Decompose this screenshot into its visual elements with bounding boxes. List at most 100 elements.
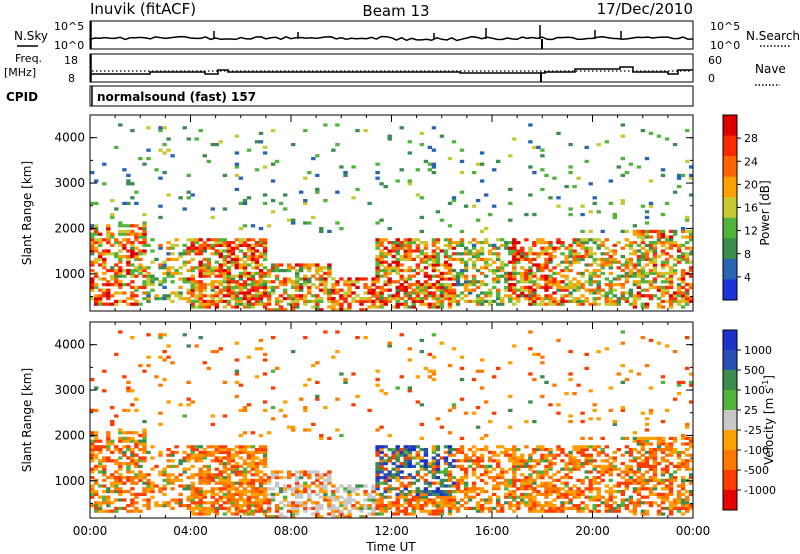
power-cell bbox=[403, 255, 408, 259]
velocity-cell bbox=[680, 450, 686, 454]
velocity-cell bbox=[379, 448, 384, 452]
velocity-cell bbox=[303, 408, 308, 412]
power-cell bbox=[512, 243, 517, 247]
velocity-cell bbox=[307, 495, 312, 499]
velocity-cell bbox=[142, 369, 147, 373]
power-cell bbox=[411, 249, 416, 253]
velocity-cell bbox=[596, 464, 601, 468]
power-cell bbox=[218, 140, 223, 144]
power-cell bbox=[612, 294, 617, 298]
power-cell bbox=[319, 274, 324, 278]
velocity-cell bbox=[166, 400, 171, 404]
power-cell bbox=[560, 280, 565, 284]
velocity-cell bbox=[347, 515, 352, 518]
power-cell bbox=[355, 299, 360, 303]
velocity-cell bbox=[411, 456, 416, 460]
power-cell bbox=[162, 297, 167, 301]
power-cell bbox=[295, 288, 300, 292]
velocity-cell bbox=[351, 504, 356, 508]
velocity-cell bbox=[664, 464, 670, 468]
power-cell bbox=[520, 291, 525, 295]
power-cell bbox=[488, 213, 493, 217]
power-cell bbox=[218, 297, 223, 301]
power-cell bbox=[459, 269, 465, 273]
power-cell bbox=[274, 274, 280, 278]
power-cell bbox=[138, 263, 143, 267]
power-cell bbox=[278, 283, 284, 287]
power-cell bbox=[158, 148, 163, 152]
power-cell bbox=[327, 274, 332, 278]
power-cell bbox=[138, 232, 143, 236]
power-cell bbox=[689, 232, 693, 236]
velocity-cell bbox=[540, 394, 545, 398]
power-cell bbox=[544, 241, 549, 245]
velocity-cell bbox=[283, 476, 288, 480]
x-tick-label: 12:00 bbox=[374, 524, 409, 538]
velocity-cell bbox=[411, 464, 416, 468]
velocity-cell bbox=[210, 487, 215, 491]
power-cell bbox=[532, 297, 537, 301]
velocity-cell bbox=[206, 473, 211, 477]
velocity-cell bbox=[283, 498, 288, 502]
power-cell bbox=[134, 238, 139, 242]
velocity-cell bbox=[620, 408, 625, 412]
power-cell bbox=[246, 274, 252, 278]
velocity-cell bbox=[427, 512, 433, 516]
velocity-cell bbox=[459, 366, 465, 370]
velocity-cell bbox=[640, 476, 646, 480]
power-cell bbox=[242, 260, 248, 264]
power-cell bbox=[411, 302, 416, 306]
power-cell bbox=[689, 235, 693, 239]
power-cell bbox=[194, 299, 199, 303]
velocity-cell bbox=[568, 487, 573, 491]
velocity-cell bbox=[508, 408, 513, 412]
velocity-cell bbox=[270, 495, 276, 499]
velocity-cell bbox=[194, 504, 199, 508]
velocity-cell bbox=[162, 484, 167, 488]
power-cell bbox=[419, 249, 424, 253]
power-cell bbox=[411, 274, 416, 278]
velocity-cell bbox=[443, 470, 449, 474]
velocity-cell bbox=[198, 481, 203, 485]
power-cell bbox=[262, 246, 268, 250]
velocity-cell bbox=[258, 504, 264, 508]
velocity-cell bbox=[250, 464, 256, 468]
velocity-cell bbox=[496, 509, 501, 513]
velocity-cell bbox=[102, 490, 107, 494]
velocity-cell bbox=[668, 436, 674, 440]
velocity-cell bbox=[174, 464, 179, 468]
velocity-cell bbox=[620, 498, 625, 502]
velocity-cell bbox=[315, 515, 320, 518]
velocity-cell bbox=[680, 442, 686, 446]
velocity-cell bbox=[182, 487, 187, 491]
velocity-cell bbox=[198, 473, 203, 477]
power-cell bbox=[375, 176, 380, 180]
velocity-cell bbox=[556, 492, 561, 496]
velocity-cell bbox=[608, 467, 613, 471]
velocity-cell bbox=[234, 453, 240, 457]
velocity-cell bbox=[250, 490, 256, 494]
velocity-cell bbox=[552, 509, 557, 513]
power-cell bbox=[672, 291, 678, 295]
power-cell bbox=[323, 291, 328, 295]
velocity-cell bbox=[98, 470, 103, 474]
velocity-cell bbox=[544, 501, 549, 505]
velocity-cell bbox=[471, 378, 477, 382]
velocity-cell bbox=[463, 481, 469, 485]
power-cell bbox=[363, 299, 368, 303]
velocity-cell bbox=[375, 467, 380, 471]
power-cell bbox=[379, 257, 384, 261]
power-cell bbox=[427, 294, 433, 298]
velocity-cell bbox=[451, 406, 457, 410]
velocity-cell bbox=[644, 450, 650, 454]
velocity-cell bbox=[616, 473, 621, 477]
power-cell bbox=[536, 285, 541, 289]
power-cell bbox=[383, 297, 388, 301]
power-cell bbox=[347, 291, 352, 295]
velocity-cell bbox=[689, 476, 693, 480]
power-cell bbox=[142, 162, 147, 166]
velocity-cell bbox=[375, 481, 380, 485]
velocity-cell bbox=[379, 445, 384, 449]
power-cell bbox=[668, 297, 674, 301]
velocity-cell bbox=[564, 490, 569, 494]
